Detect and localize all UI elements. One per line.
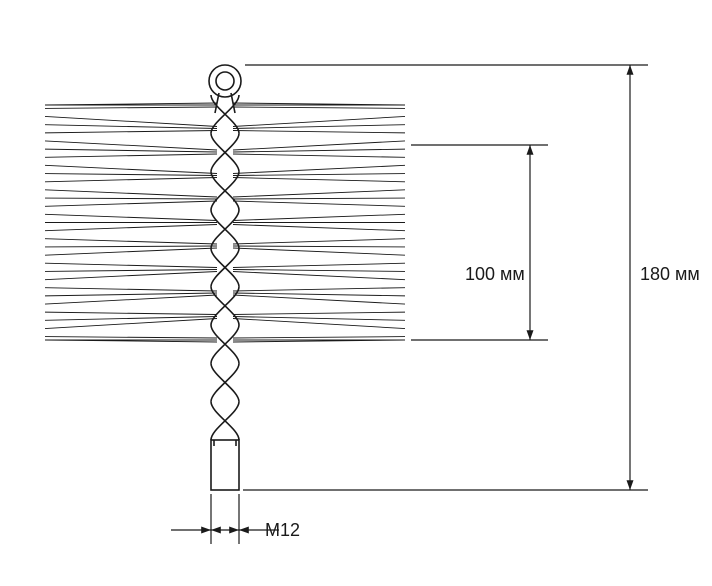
dim-label-m12: M12 — [265, 520, 300, 540]
dimension-lines — [171, 65, 648, 544]
eye-loop-inner — [216, 72, 234, 90]
eye-loop-outer — [209, 65, 241, 97]
brush-part — [45, 65, 405, 490]
dim-label-100: 100 мм — [465, 264, 525, 284]
thread-coupling — [211, 440, 239, 490]
dim-label-180: 180 мм — [640, 264, 700, 284]
